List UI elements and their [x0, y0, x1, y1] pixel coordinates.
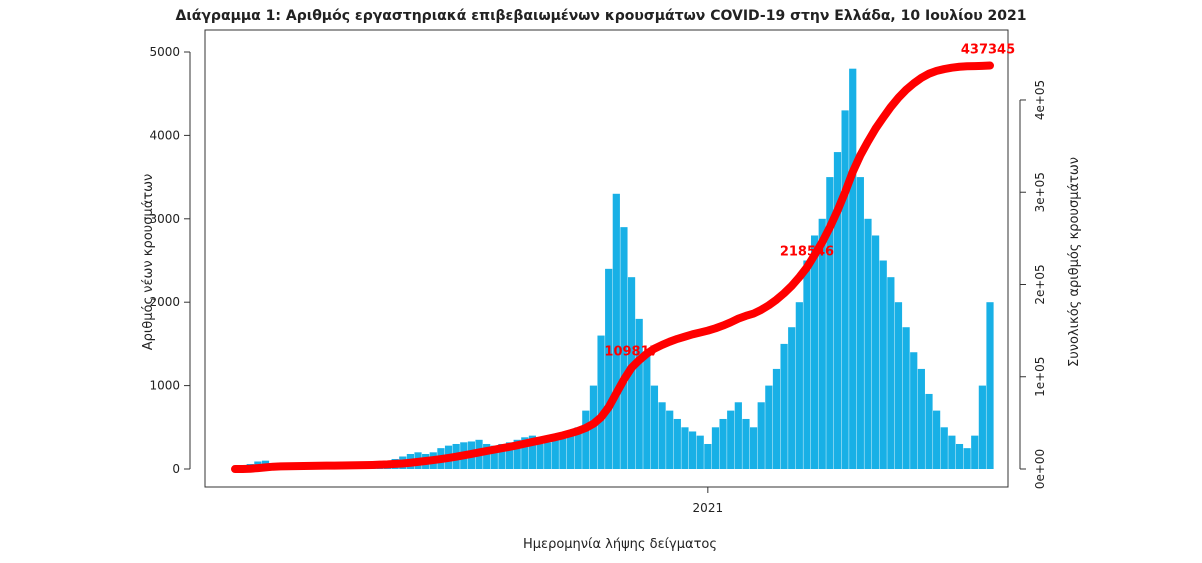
line-label: 437345 [961, 43, 1015, 58]
bar [956, 444, 963, 469]
y2-tick-label: 2e+05 [1033, 264, 1047, 304]
bar [788, 327, 795, 469]
x-axis-label: Ημερομηνία λήψης δείγματος [523, 537, 717, 552]
bar [925, 394, 932, 469]
bar [719, 419, 726, 469]
bar [765, 386, 772, 469]
bar [864, 219, 871, 469]
y-tick-label: 4000 [149, 128, 180, 142]
bar [636, 319, 643, 469]
bar [643, 352, 650, 469]
bar [552, 440, 559, 469]
y2-tick-label: 1e+05 [1033, 357, 1047, 397]
bar [880, 261, 887, 470]
bar [613, 194, 620, 469]
bar [803, 261, 810, 470]
bar [750, 427, 757, 469]
y-tick-label: 0 [172, 462, 180, 476]
y-axis-label: Αριθμός νέων κρουσμάτων [141, 174, 156, 351]
chart-title: Διάγραμμα 1: Αριθμός εργαστηριακά επιβεβ… [175, 8, 1026, 24]
bar [605, 269, 612, 469]
bar [582, 411, 589, 469]
bar [811, 235, 818, 469]
bar [536, 444, 543, 469]
bar [681, 427, 688, 469]
y2-tick-label: 4e+05 [1033, 80, 1047, 120]
bar [895, 302, 902, 469]
bar [971, 436, 978, 469]
bar [842, 110, 849, 469]
x-tick-label: 2021 [693, 501, 724, 515]
line-label: 109817 [604, 345, 658, 360]
bar [758, 402, 765, 469]
bar [704, 444, 711, 469]
bar [979, 386, 986, 469]
bar [658, 402, 665, 469]
y2-tick-label: 0e+00 [1033, 449, 1047, 489]
bar [735, 402, 742, 469]
bar [742, 419, 749, 469]
y2-tick-label: 3e+05 [1033, 172, 1047, 212]
line-label: 218546 [780, 244, 834, 259]
bar [872, 235, 879, 469]
bar [674, 419, 681, 469]
bar [796, 302, 803, 469]
bar [651, 386, 658, 469]
bar [948, 436, 955, 469]
bar [544, 442, 551, 469]
bar [857, 177, 864, 469]
bar [964, 448, 971, 469]
bar [727, 411, 734, 469]
bar [887, 277, 894, 469]
bar [910, 352, 917, 469]
bar [712, 427, 719, 469]
bar [780, 344, 787, 469]
y-tick-label: 2000 [149, 295, 180, 309]
bar [666, 411, 673, 469]
bar [773, 369, 780, 469]
y2-axis-label: Συνολικός αριθμός κρουσμάτων [1067, 157, 1082, 367]
y-tick-label: 1000 [149, 379, 180, 393]
bar [933, 411, 940, 469]
bar [903, 327, 910, 469]
bar [849, 69, 856, 469]
y-tick-label: 5000 [149, 45, 180, 59]
bar [918, 369, 925, 469]
bar [689, 431, 696, 469]
bar [559, 436, 566, 469]
y-tick-label: 3000 [149, 212, 180, 226]
bar [986, 302, 993, 469]
bar [697, 436, 704, 469]
bar [941, 427, 948, 469]
